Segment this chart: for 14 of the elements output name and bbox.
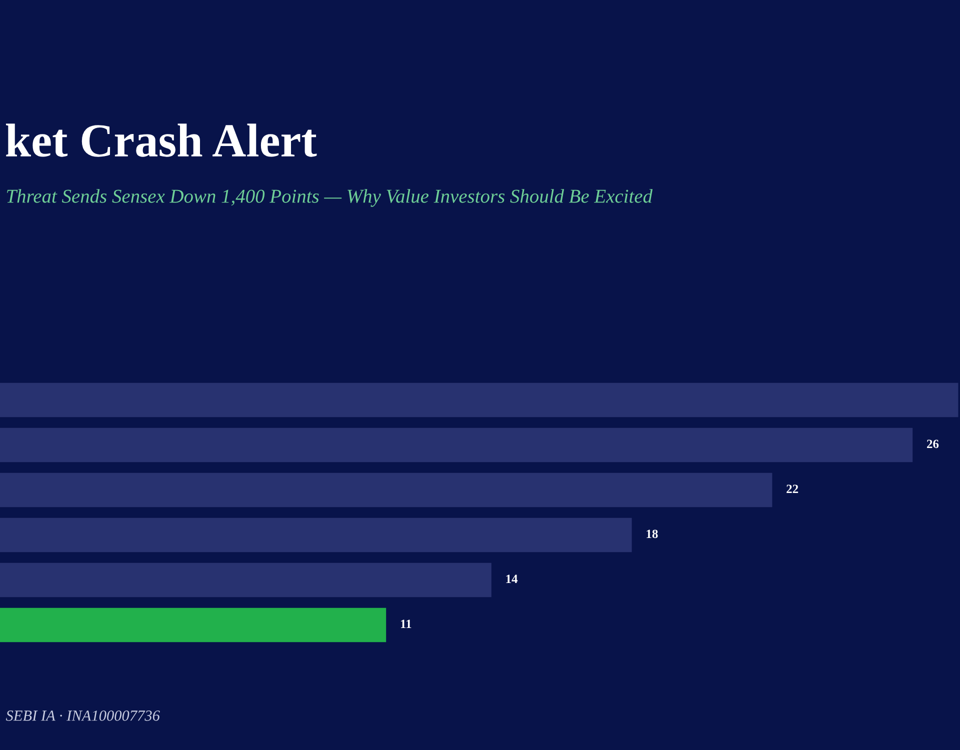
bar: [0, 608, 386, 642]
chart-subtitle: Threat Sends Sensex Down 1,400 Points — Why Value Investors Should Be Excited: [7, 189, 653, 207]
bar: [0, 428, 913, 462]
data-label: 14: [506, 574, 518, 584]
data-label: 22: [786, 484, 798, 494]
bar: [0, 562, 492, 598]
chart-title: ket Crash Alert: [6, 124, 317, 157]
data-label: 11: [400, 620, 412, 628]
text: SEBI IA · INA100007736: [6, 710, 160, 721]
bar: [0, 518, 632, 552]
data-label: 26: [927, 440, 939, 448]
bar: [0, 472, 772, 508]
data-label: 18: [646, 530, 658, 538]
bar: [0, 382, 958, 418]
